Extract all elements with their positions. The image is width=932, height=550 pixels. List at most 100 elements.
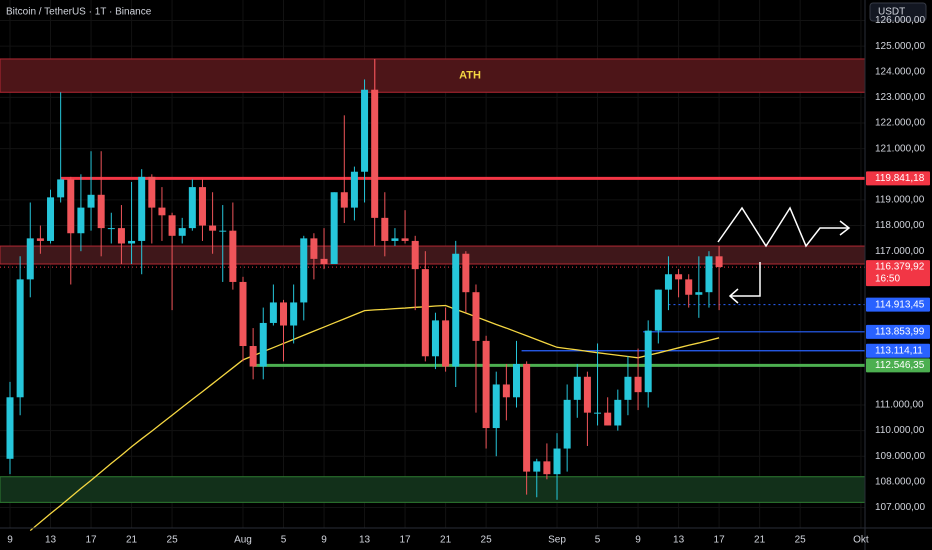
y-tick-label: 117.000,00	[875, 246, 925, 257]
candle-body	[290, 302, 298, 326]
y-tick-label: 110.000,00	[875, 425, 925, 436]
x-tick-label: 13	[673, 535, 685, 546]
price-label: 113.853,99	[875, 326, 925, 337]
candle-body	[26, 238, 34, 280]
x-tick-label: 9	[7, 535, 13, 546]
candle-body	[310, 238, 318, 259]
y-tick-label: 123.000,00	[875, 92, 925, 103]
candle-body	[340, 192, 348, 208]
zone	[0, 245, 866, 265]
y-tick-label: 107.000,00	[875, 502, 925, 513]
candle-body	[128, 240, 136, 244]
candle-body	[523, 363, 531, 472]
candle-body	[462, 253, 470, 293]
candle-body	[57, 179, 65, 198]
currency-box[interactable]	[869, 2, 927, 22]
candle-body	[573, 376, 581, 400]
candle-body	[219, 230, 227, 232]
candle-body	[371, 89, 379, 218]
x-tick-label: Sep	[548, 535, 566, 546]
candle-body	[644, 330, 652, 393]
candle-body	[117, 228, 125, 244]
price-label: 112.546,35	[875, 360, 925, 371]
x-tick-label: 17	[714, 535, 726, 546]
price-label: 119.841,18	[875, 173, 925, 184]
candle-body	[16, 279, 24, 398]
price-label-box	[866, 343, 930, 358]
candle-body	[654, 289, 662, 331]
candle-body	[168, 215, 176, 236]
x-tick-label: 25	[167, 535, 179, 546]
y-tick-label: 126.000,00	[875, 15, 925, 26]
price-label: 113.114,11	[875, 345, 923, 356]
price-label-box	[866, 358, 930, 373]
candle-body	[6, 397, 14, 459]
x-tick-label: 13	[45, 535, 57, 546]
candle-body	[280, 302, 288, 326]
candle-body	[188, 187, 196, 229]
candle-body	[482, 340, 490, 429]
x-tick-label: 5	[595, 535, 601, 546]
candle-body	[87, 194, 95, 208]
candle-body	[431, 320, 439, 357]
candle-body	[442, 320, 450, 367]
candle-body	[361, 89, 369, 172]
x-tick-label: Aug	[234, 535, 252, 546]
candle-body	[604, 412, 612, 426]
x-tick-label: 21	[754, 535, 766, 546]
y-tick-label: 109.000,00	[875, 451, 925, 462]
zigzag-drawing	[717, 206, 848, 248]
candle-body	[138, 176, 146, 241]
zone-label: ATH	[459, 70, 481, 82]
x-tick-label: 9	[635, 535, 641, 546]
candle-body	[705, 256, 713, 293]
arrow-drawing	[730, 262, 761, 297]
plot-area: ATH	[0, 0, 866, 532]
candle-body	[543, 461, 551, 475]
candle-body	[209, 225, 217, 231]
x-tick-label: 13	[359, 535, 371, 546]
price-label-box	[866, 297, 930, 312]
candle-body	[249, 346, 257, 367]
candle-body	[533, 461, 541, 472]
arrow-head	[728, 288, 739, 304]
candle-body	[421, 269, 429, 357]
price-label: 114.913,45	[875, 299, 925, 310]
y-tick-label: 119.000,00	[875, 195, 925, 206]
candle-body	[350, 171, 358, 208]
candle-body	[107, 228, 115, 230]
x-tick-label: 25	[795, 535, 807, 546]
y-tick-label: 121.000,00	[875, 143, 925, 154]
candle-body	[492, 384, 500, 429]
price-label-box	[866, 260, 930, 287]
candle-body	[502, 384, 510, 398]
candle-body	[36, 238, 44, 241]
candle-body	[594, 412, 602, 414]
candle-body	[381, 217, 389, 241]
x-tick-label: 9	[321, 535, 327, 546]
candle-body	[391, 238, 399, 241]
y-tick-label: 122.000,00	[875, 118, 925, 129]
candle-body	[411, 240, 419, 270]
candle-body	[330, 192, 338, 264]
candle-body	[148, 176, 156, 208]
candle-body	[198, 187, 206, 226]
candle-body	[158, 207, 166, 216]
candle-body	[675, 274, 683, 280]
candle-body	[320, 258, 328, 264]
candle-body	[401, 238, 409, 241]
candle-body	[178, 228, 186, 236]
y-tick-label: 118.000,00	[875, 220, 925, 231]
candle-body	[553, 448, 561, 475]
zone	[0, 58, 866, 93]
candle-body	[472, 292, 480, 341]
countdown: 16:50	[875, 274, 900, 285]
candle-body	[664, 274, 672, 290]
drawing	[717, 206, 851, 304]
chart-title: Bitcoin / TetherUS · 1T · Binance	[6, 7, 152, 18]
price-label-box	[866, 324, 930, 339]
candle-body	[513, 363, 520, 398]
x-tick-label: 21	[126, 535, 138, 546]
price-label-box	[866, 171, 930, 186]
